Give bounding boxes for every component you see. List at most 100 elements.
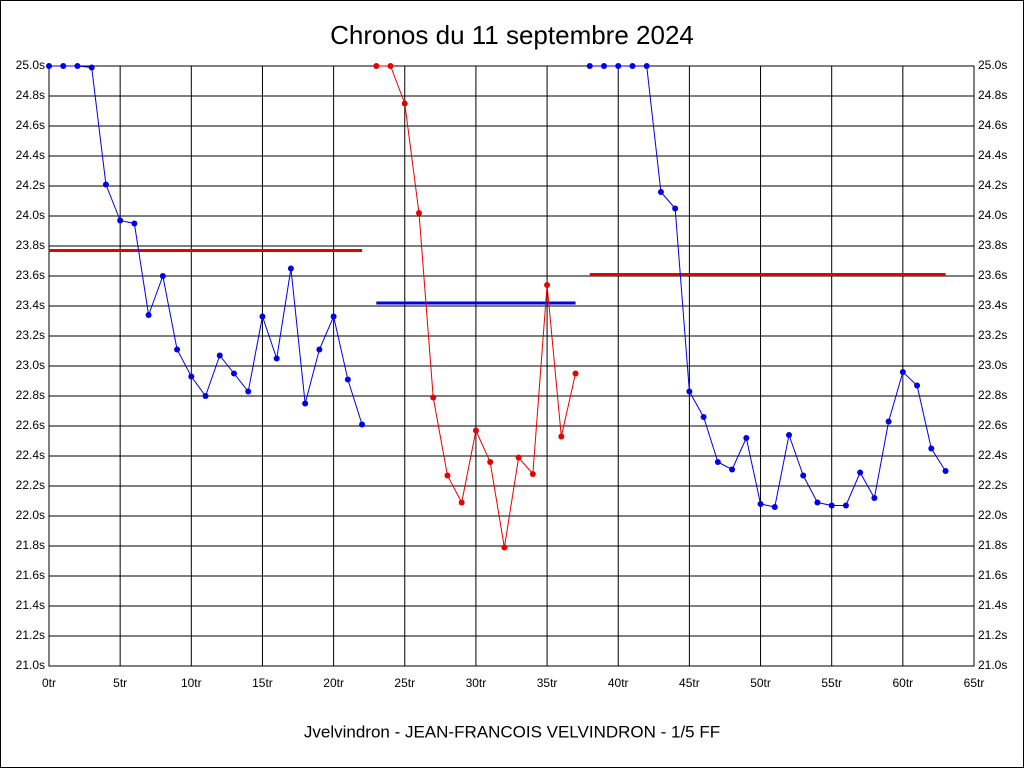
plot-border <box>48 65 975 667</box>
point <box>188 373 195 380</box>
y-tick-label: 21.2s <box>16 628 45 642</box>
point <box>786 432 792 438</box>
point <box>615 63 622 69</box>
y-tick-label: 22.6s <box>16 418 45 432</box>
point <box>330 313 337 320</box>
y-tick-label: 21.4s <box>16 598 45 612</box>
x-tick-label: 0tr <box>42 676 56 690</box>
point <box>373 63 380 69</box>
point <box>231 370 237 377</box>
point <box>871 495 878 501</box>
x-tick-label: 30tr <box>466 676 487 690</box>
point <box>601 63 607 69</box>
y-tick-label: 23.2s <box>16 328 45 342</box>
series-line <box>589 65 946 508</box>
y-tick-label: 23.8s <box>16 238 45 252</box>
y2-tick-label: 24.0s <box>978 208 1007 222</box>
point <box>558 433 565 440</box>
point <box>88 64 95 71</box>
point <box>942 468 949 474</box>
x-tick-label: 20tr <box>323 676 344 690</box>
y2-tick-label: 24.8s <box>978 88 1007 102</box>
y-tick-label: 23.4s <box>16 298 45 312</box>
y2-tick-label: 24.4s <box>978 148 1007 162</box>
point <box>544 282 551 288</box>
point <box>643 63 650 69</box>
point <box>458 499 465 506</box>
point <box>74 63 81 69</box>
point <box>159 273 166 279</box>
y2-tick-label: 25.0s <box>978 58 1007 72</box>
point <box>416 210 422 216</box>
y-tick-label: 21.6s <box>16 568 45 582</box>
point <box>444 472 451 479</box>
point <box>800 472 807 479</box>
x-tick-label: 25tr <box>394 676 415 690</box>
point <box>729 466 736 473</box>
y2-tick-label: 21.2s <box>978 628 1007 642</box>
point <box>899 369 906 375</box>
y2-tick-label: 21.6s <box>978 568 1007 582</box>
footer: Jvelvindron - JEAN-FRANCOIS VELVINDRON -… <box>304 722 720 741</box>
x-tick-label: 35tr <box>537 676 558 690</box>
y-tick-label: 21.8s <box>16 538 45 552</box>
x-tick-label: 65tr <box>964 676 985 690</box>
point <box>771 504 778 510</box>
x-tick-label: 40tr <box>608 676 629 690</box>
y-tick-label: 23.6s <box>16 268 45 282</box>
x-tick-label: 45tr <box>679 676 700 690</box>
point <box>586 63 593 69</box>
y-tick-label: 22.2s <box>16 478 45 492</box>
point <box>216 352 223 359</box>
y2-tick-label: 21.4s <box>978 598 1007 612</box>
point <box>857 469 864 476</box>
y-tick-label: 24.0s <box>16 208 45 222</box>
y-tick-label: 23.0s <box>16 358 45 372</box>
point <box>928 445 935 452</box>
point <box>430 394 437 401</box>
x-tick-label: 5tr <box>113 676 127 690</box>
y-tick-label: 22.4s <box>16 448 45 462</box>
point <box>672 205 679 212</box>
y2-tick-label: 24.2s <box>978 178 1007 192</box>
point <box>914 382 921 389</box>
point <box>174 346 181 353</box>
point <box>757 501 764 507</box>
point <box>273 355 280 362</box>
y-tick-label: 21.0s <box>16 658 45 672</box>
point <box>472 427 479 434</box>
y2-tick-label: 22.4s <box>978 448 1007 462</box>
point <box>359 421 366 428</box>
y-tick-label: 22.0s <box>16 508 45 522</box>
point <box>686 388 693 395</box>
y2-tick-label: 23.2s <box>978 328 1007 342</box>
y-tick-label: 24.2s <box>16 178 45 192</box>
point <box>529 471 536 477</box>
point <box>287 265 294 272</box>
x-tick-label: 10tr <box>181 676 202 690</box>
y2-tick-label: 21.0s <box>978 658 1007 672</box>
y2-tick-label: 22.8s <box>978 388 1007 402</box>
point <box>245 388 252 395</box>
x-tick-label: 55tr <box>821 676 842 690</box>
x-tick-label: 60tr <box>893 676 914 690</box>
y2-tick-label: 22.0s <box>978 508 1007 522</box>
point <box>501 544 508 551</box>
point <box>814 499 821 506</box>
x-tick-label: 50tr <box>750 676 771 690</box>
point <box>842 502 849 509</box>
y2-tick-label: 23.4s <box>978 298 1007 312</box>
point <box>401 100 408 107</box>
point <box>202 393 209 399</box>
point <box>344 376 351 383</box>
point <box>885 418 892 425</box>
y-tick-label: 24.4s <box>16 148 45 162</box>
x-tick-label: 15tr <box>252 676 273 690</box>
chart-title: Chronos du 11 septembre 2024 <box>330 20 694 50</box>
point <box>828 502 835 509</box>
point <box>657 189 664 195</box>
y2-tick-label: 21.8s <box>978 538 1007 552</box>
